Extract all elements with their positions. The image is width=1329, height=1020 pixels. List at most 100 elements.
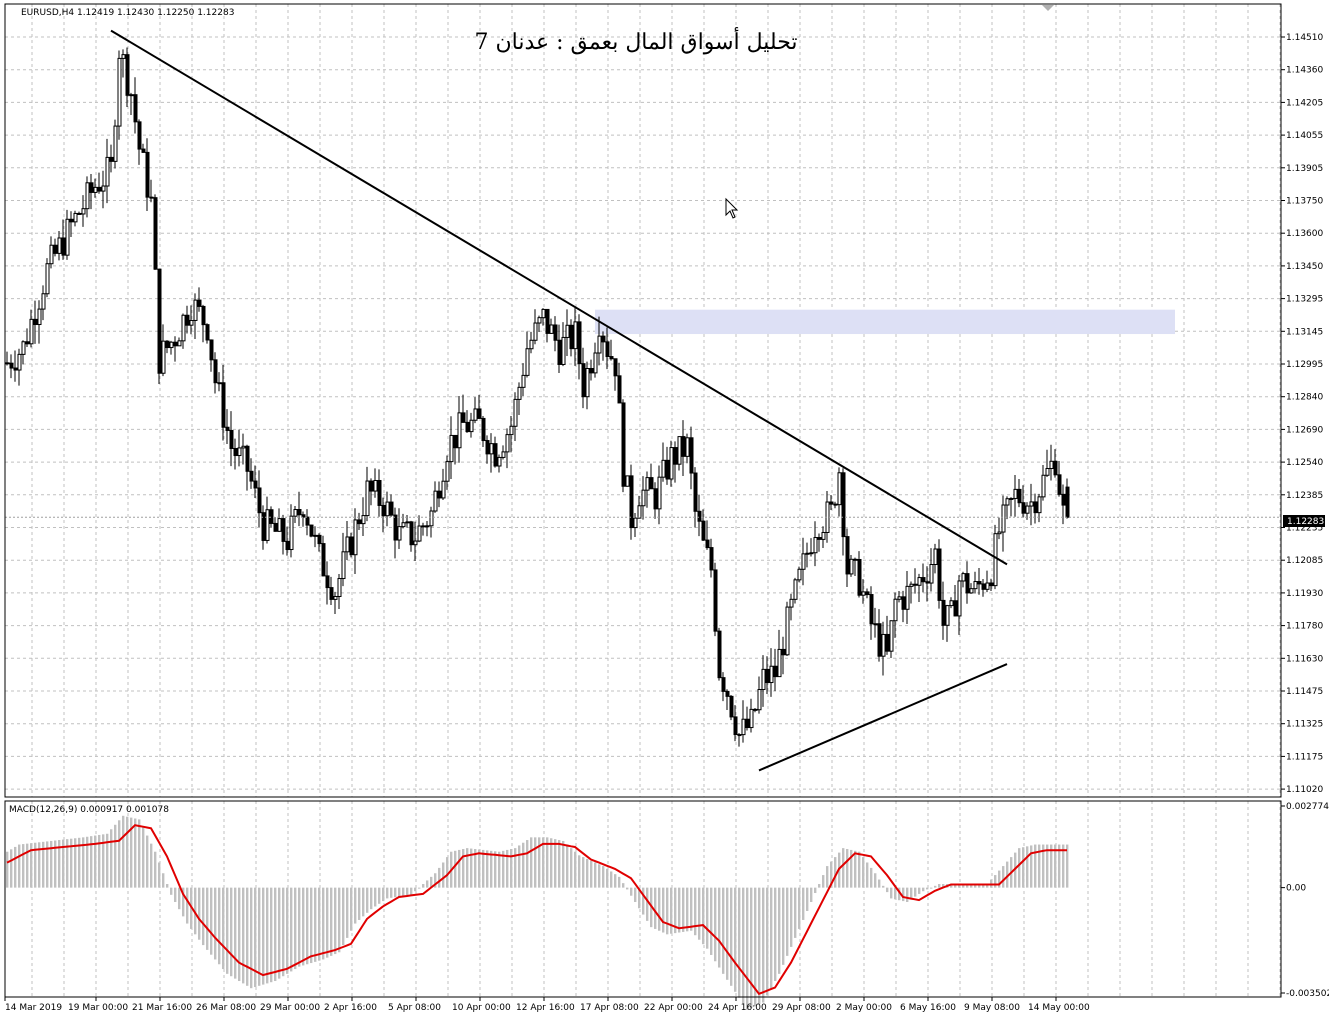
macd-histogram-bar — [270, 887, 273, 983]
macd-histogram-bar — [614, 874, 617, 888]
price-tick-label: 1.11175 — [1286, 752, 1323, 762]
time-axis: 14 Mar 2019 19 Mar 00:00 21 Mar 16:00 26 Ma… — [4, 997, 1090, 1013]
macd-histogram-bar — [918, 887, 921, 894]
macd-histogram-bar — [62, 839, 65, 888]
candle-body — [313, 534, 318, 537]
candle-body — [389, 501, 394, 516]
candle-body — [477, 408, 482, 419]
candle-body — [853, 558, 858, 561]
candle-body — [225, 426, 230, 431]
candle-body — [973, 581, 978, 590]
macd-histogram-bar — [794, 887, 797, 938]
candle-body — [133, 94, 138, 123]
price-tick-label: 1.12385 — [1286, 491, 1323, 501]
macd-histogram-bar — [514, 848, 517, 888]
macd-histogram-bar — [854, 850, 857, 888]
candle-body — [205, 324, 210, 341]
candle-body — [401, 522, 406, 528]
macd-histogram-bar — [526, 840, 529, 888]
candle-body — [881, 633, 886, 657]
candle-body — [837, 472, 842, 506]
macd-histogram-bar — [470, 848, 473, 888]
macd-histogram-bar — [750, 887, 753, 1008]
candle-body — [981, 583, 986, 590]
candle-body — [637, 505, 642, 519]
macd-histogram-bar — [314, 887, 317, 962]
macd-histogram-bar — [1042, 844, 1045, 888]
candle-body — [429, 510, 434, 527]
macd-histogram-bar — [290, 887, 293, 972]
trendline-layer[interactable] — [110, 29, 1008, 772]
candle-body — [517, 386, 522, 400]
macd-histogram-bar — [858, 851, 861, 888]
macd-histogram-bar — [142, 827, 145, 888]
candle-body — [665, 459, 670, 480]
macd-histogram-bar — [814, 887, 817, 894]
candle-body — [945, 605, 950, 626]
candle-body — [941, 599, 946, 626]
candle-body — [713, 569, 718, 632]
candle-body — [617, 375, 622, 404]
candle-body — [761, 668, 766, 691]
candle-body — [989, 582, 994, 587]
candle-body — [861, 591, 866, 596]
candle-body — [513, 398, 518, 427]
price-tick-label: 1.13295 — [1286, 295, 1323, 305]
candle-body — [813, 537, 818, 554]
candle-body — [865, 591, 870, 596]
time-tick-label: 2 Apr 16:00 — [324, 1003, 377, 1013]
macd-histogram-bar — [954, 884, 957, 888]
candle-body — [221, 382, 226, 428]
candle-body — [773, 665, 778, 678]
candle-body — [409, 521, 414, 546]
macd-histogram-bar — [426, 880, 429, 888]
macd-histogram-bar — [870, 867, 873, 888]
macd-histogram-bar — [1034, 844, 1037, 888]
scroll-marker-icon[interactable] — [1042, 5, 1054, 11]
macd-histogram-bar — [686, 887, 689, 932]
candle-body — [337, 578, 342, 597]
macd-histogram-bar — [490, 850, 493, 888]
macd-histogram-bar — [1054, 844, 1057, 888]
price-tick-label: 1.12690 — [1286, 425, 1323, 435]
candle-body — [709, 547, 714, 571]
macd-axis: 0.002774 0.00 -0.003502 — [1281, 802, 1329, 999]
candle-body — [529, 339, 534, 350]
candle-body — [793, 579, 798, 600]
macd-histogram-bar — [74, 838, 77, 888]
macd-histogram-bar — [538, 837, 541, 888]
candle-body — [305, 516, 310, 526]
candle-body — [21, 341, 26, 355]
candle-body — [633, 517, 638, 529]
candle-body — [45, 263, 50, 295]
candle-body — [993, 533, 998, 587]
macd-histogram-bar — [826, 866, 829, 888]
macd-histogram-bar — [966, 884, 969, 888]
price-tick-label: 1.11325 — [1286, 720, 1323, 730]
candle-body — [545, 308, 550, 334]
current-price-label: 1.12283 — [1283, 515, 1325, 527]
candle-body — [589, 368, 594, 374]
macd-histogram-bar — [662, 887, 665, 933]
macd-histogram-bar — [570, 848, 573, 888]
candle-body — [745, 718, 750, 729]
candle-body — [581, 363, 586, 398]
candle-body — [417, 525, 422, 542]
candle-body — [937, 548, 942, 601]
macd-histogram-bar — [46, 841, 49, 888]
price-tick-label: 1.12235 — [1286, 524, 1323, 534]
macd-histogram-bar — [418, 887, 421, 889]
candle-body — [165, 340, 170, 349]
candle-body — [449, 434, 454, 463]
macd-histogram-bar — [110, 829, 113, 888]
macd-histogram-bar — [390, 887, 393, 898]
macd-histogram-bar — [358, 887, 361, 920]
price-tick-label: 1.14360 — [1286, 66, 1323, 76]
macd-histogram-bar — [1014, 852, 1017, 888]
macd-histogram-bar — [822, 875, 825, 888]
candle-body — [649, 477, 654, 490]
candle-body — [393, 514, 398, 541]
macd-histogram-bar — [154, 851, 157, 888]
macd-histogram-bar — [262, 887, 265, 985]
